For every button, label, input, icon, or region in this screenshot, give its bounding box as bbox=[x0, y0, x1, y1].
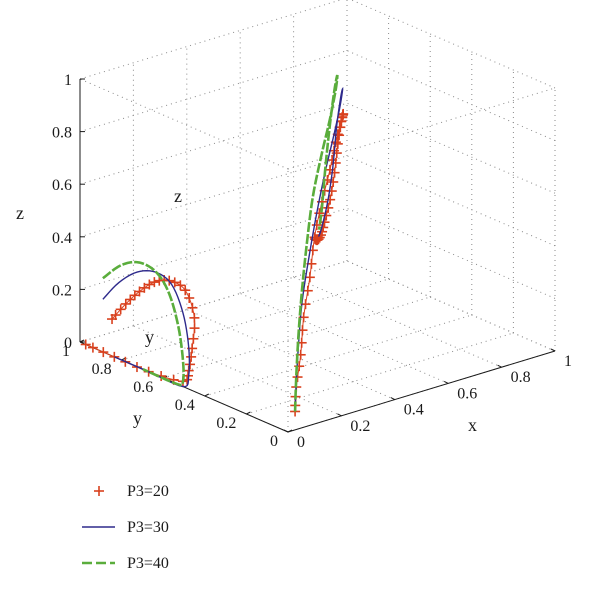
y-tick bbox=[204, 393, 210, 397]
grid-line bbox=[79, 102, 348, 185]
x-tick bbox=[283, 429, 289, 433]
y-tick-label: 0.4 bbox=[175, 397, 195, 414]
data-point bbox=[329, 167, 340, 178]
grid-line bbox=[240, 292, 449, 384]
legend-label-p3-40: P3=40 bbox=[127, 555, 169, 572]
grid-line bbox=[186, 309, 395, 401]
grid-line bbox=[204, 314, 472, 397]
data-point bbox=[328, 176, 339, 187]
legend-plus bbox=[94, 486, 104, 496]
series-p3-40-trajectory bbox=[293, 74, 339, 412]
data-point bbox=[189, 312, 200, 323]
grid-line bbox=[79, 50, 348, 133]
data-point bbox=[144, 279, 155, 290]
grid-line bbox=[79, 0, 343, 80]
data-point bbox=[169, 277, 180, 288]
z-tick-label: 0.2 bbox=[52, 282, 72, 299]
grid-layer bbox=[79, 0, 556, 433]
x-axis-label: x bbox=[468, 415, 477, 435]
z-axis-label: z bbox=[16, 203, 24, 223]
z-tick-label: 0.8 bbox=[52, 125, 72, 142]
series-p3-30-trajectory bbox=[294, 86, 344, 412]
data-point bbox=[186, 351, 197, 362]
data-point bbox=[323, 202, 334, 213]
x-tick bbox=[550, 348, 556, 352]
x-tick-label: 0.8 bbox=[511, 369, 531, 386]
grid-line bbox=[121, 278, 389, 361]
x-tick bbox=[390, 397, 396, 401]
data-point bbox=[80, 339, 91, 350]
y-tick bbox=[246, 411, 251, 415]
legend-label-p3-30: P3=30 bbox=[127, 519, 169, 536]
x-tick-label: 1 bbox=[564, 353, 572, 370]
grid-line bbox=[346, 102, 556, 194]
data-point bbox=[189, 323, 200, 334]
x-tick-label: 0 bbox=[297, 434, 305, 451]
y-tick-label: 0 bbox=[270, 433, 278, 450]
data-point bbox=[187, 302, 198, 313]
x-tick-label: 0.4 bbox=[404, 402, 424, 419]
data-point bbox=[302, 285, 313, 296]
series-p3-40-projection bbox=[102, 260, 185, 387]
grid-line bbox=[346, 260, 556, 352]
data-point bbox=[110, 310, 121, 321]
data-point bbox=[325, 194, 336, 205]
data-point bbox=[330, 157, 341, 168]
series-p3-20-trajectory bbox=[290, 108, 349, 417]
x-tick bbox=[497, 364, 502, 368]
grid-line bbox=[346, 50, 556, 142]
data-point bbox=[336, 116, 347, 127]
x-tick bbox=[443, 380, 449, 384]
data-point bbox=[180, 285, 191, 296]
y-axis-label: y bbox=[133, 408, 142, 428]
grid-line bbox=[346, 207, 556, 299]
grid-line bbox=[346, 260, 556, 352]
grid-line bbox=[79, 78, 289, 170]
legend: P3=20 P3=30 P3=40 bbox=[82, 483, 169, 572]
data-point bbox=[184, 292, 195, 303]
data-point bbox=[125, 294, 136, 305]
data-point bbox=[331, 148, 342, 159]
y-tick-label: 1 bbox=[62, 343, 70, 360]
series-layer bbox=[80, 74, 349, 417]
data-point bbox=[188, 333, 199, 344]
grid-line bbox=[293, 276, 502, 368]
legend-entry-p3-20: P3=20 bbox=[94, 483, 169, 500]
x-axis-line bbox=[287, 350, 556, 433]
z-tick-label: 0 bbox=[64, 335, 72, 352]
y-tick-label: 0.6 bbox=[133, 379, 153, 396]
x-tick bbox=[337, 413, 342, 417]
grid-line bbox=[133, 325, 342, 417]
data-point bbox=[326, 186, 337, 197]
data-point bbox=[175, 280, 186, 291]
inner-z-label: z bbox=[174, 186, 182, 206]
y-tick bbox=[287, 429, 293, 433]
z-tick-label: 0.4 bbox=[52, 230, 72, 247]
grid-line bbox=[350, 0, 556, 89]
legend-entry-p3-30: P3=30 bbox=[82, 519, 169, 536]
legend-marker-p3-20 bbox=[94, 486, 104, 496]
data-point bbox=[321, 210, 332, 221]
data-point bbox=[149, 277, 160, 288]
grid-line bbox=[346, 155, 556, 247]
x-tick-label: 0.6 bbox=[457, 385, 477, 402]
legend-entry-p3-40: P3=40 bbox=[82, 555, 169, 572]
data-point bbox=[115, 304, 126, 315]
y-tick-label: 0.8 bbox=[92, 361, 112, 378]
z-tick-label: 1 bbox=[64, 72, 72, 89]
y-tick-label: 0.2 bbox=[216, 415, 236, 432]
z-tick-label: 0.6 bbox=[52, 177, 72, 194]
legend-label-p3-20: P3=20 bbox=[127, 483, 169, 500]
data-point bbox=[304, 272, 315, 283]
inner-y-label: y bbox=[145, 327, 154, 347]
data-point bbox=[311, 220, 322, 231]
data-point bbox=[98, 347, 109, 358]
data-point bbox=[120, 298, 131, 309]
grid-line bbox=[79, 155, 348, 238]
data-point bbox=[87, 342, 98, 353]
x-tick-label: 0.2 bbox=[350, 418, 370, 435]
label-layer: x y z z y 00.20.40.60.8100.20.40.60.8100… bbox=[16, 72, 572, 451]
